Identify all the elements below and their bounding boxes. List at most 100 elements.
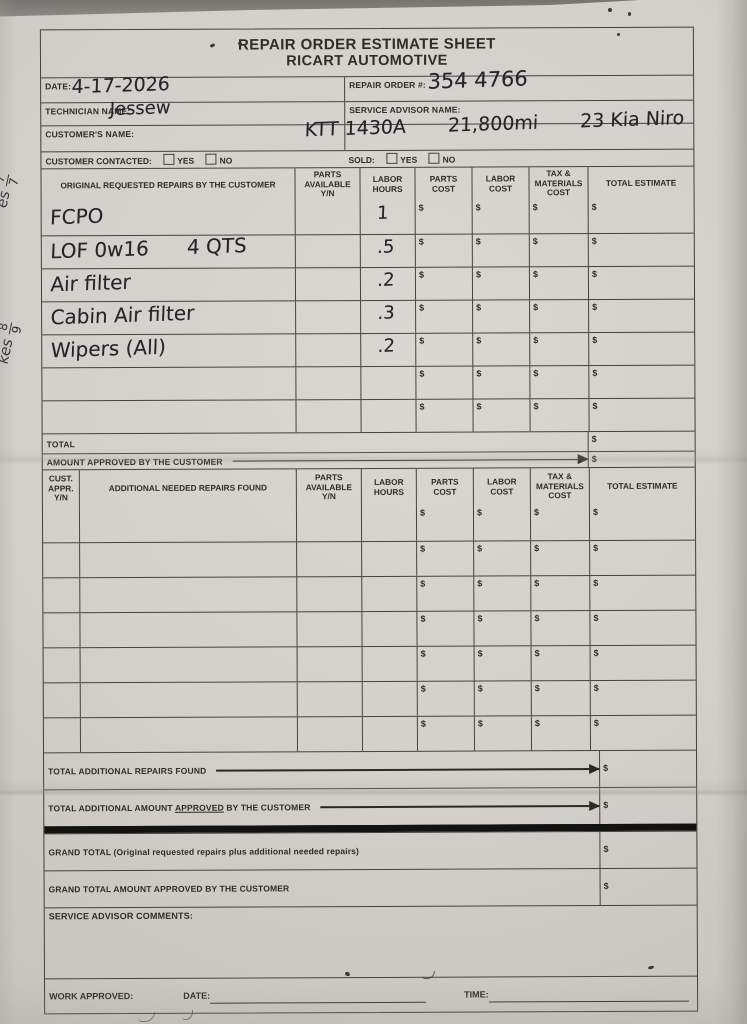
margin-note-tires: es 7 7 bbox=[0, 171, 21, 211]
col-header-description: ORIGINAL REQUESTED REPAIRS BY THE CUSTOM… bbox=[60, 179, 276, 191]
additional-repair-row: $ $ $ $ bbox=[43, 504, 696, 543]
amount-approved-label: AMOUNT APPROVED BY THE CUSTOMER bbox=[46, 456, 223, 467]
total-additional-label-cell: TOTAL ADDITIONAL REPAIRS FOUND bbox=[44, 764, 600, 777]
original-repair-row: LOF 0w16 4 QTS .5 $ $ $ $ bbox=[41, 232, 694, 269]
ink-speck bbox=[238, 42, 242, 45]
tax-materials-cell: $ bbox=[530, 611, 590, 646]
total-additional-label: TOTAL ADDITIONAL REPAIRS FOUND bbox=[48, 765, 207, 777]
repair-description-cell: FCPO bbox=[42, 201, 295, 235]
col-header-additional-repairs: ADDITIONAL NEEDED REPAIRS FOUND bbox=[78, 469, 296, 508]
labor-cost-cell: $ bbox=[472, 300, 530, 333]
col-header-labor-cost: LABOR COST bbox=[472, 468, 530, 506]
labor-hours-cell bbox=[361, 646, 417, 682]
tax-materials-cell: $ bbox=[528, 267, 589, 300]
margin-note-fraction: 7 7 bbox=[0, 171, 21, 189]
margin-note-fraction: 8 9 bbox=[0, 319, 24, 337]
additional-repair-row: $ $ $ $ bbox=[43, 679, 696, 718]
labor-hours-cell: .2 bbox=[359, 267, 416, 301]
total-estimate-cell: $ bbox=[587, 233, 694, 267]
grand-total-approved-label: GRAND TOTAL AMOUNT APPROVED BY THE CUSTO… bbox=[48, 883, 290, 895]
additional-repair-row: $ $ $ $ bbox=[43, 644, 696, 683]
labor-cost-cell: $ bbox=[473, 541, 531, 576]
dollar-sign: $ bbox=[534, 683, 540, 694]
technician-label: TECHNICIAN NAME: bbox=[45, 106, 131, 117]
repair-description-handwritten: Air filter bbox=[50, 269, 132, 297]
repair-description-cell bbox=[79, 682, 297, 718]
arrow-to-amount bbox=[216, 768, 600, 772]
col-header-parts-available: PARTS AVAILABLE Y/N bbox=[294, 168, 360, 202]
dollar-sign: $ bbox=[603, 880, 609, 891]
labor-hours-cell bbox=[361, 716, 418, 752]
grand-total-label: GRAND TOTAL (Original requested repairs … bbox=[48, 846, 360, 858]
labor-hours-cell bbox=[361, 576, 417, 612]
dollar-sign: $ bbox=[477, 683, 483, 694]
paper-edge-shading bbox=[716, 0, 747, 1024]
dollar-sign: $ bbox=[420, 613, 426, 624]
photo-background-edge bbox=[0, 0, 640, 17]
customer-approval-cell bbox=[44, 718, 80, 752]
repair-order-estimate-form: REPAIR ORDER ESTIMATE SHEET RICART AUTOM… bbox=[39, 26, 699, 1015]
paper-edge-shading bbox=[0, 0, 16, 1024]
dollar-sign: $ bbox=[534, 578, 540, 589]
dollar-sign: $ bbox=[534, 718, 540, 729]
customer-name-row: CUSTOMER'S NAME: KTT 1430A 21,800mi 23 K… bbox=[41, 107, 694, 152]
labor-hours-cell bbox=[361, 681, 417, 717]
labor-cost-cell: $ bbox=[473, 681, 531, 716]
dollar-sign: $ bbox=[476, 401, 482, 412]
tax-materials-cell: $ bbox=[530, 576, 590, 611]
dollar-sign: $ bbox=[533, 335, 539, 346]
labor-hours-cell: .2 bbox=[360, 333, 416, 367]
parts-available-cell bbox=[294, 201, 360, 235]
repair-description-cell bbox=[42, 400, 295, 433]
dollar-sign: $ bbox=[420, 543, 426, 554]
service-advisor-comments-label: SERVICE ADVISOR COMMENTS: bbox=[48, 910, 194, 922]
total-estimate-cell: $ bbox=[588, 504, 696, 541]
customer-approval-cell bbox=[43, 543, 79, 577]
total-estimate-cell: $ bbox=[589, 540, 696, 576]
parts-available-cell bbox=[296, 542, 362, 577]
total-amount-cell: $ bbox=[587, 431, 695, 452]
dollar-sign: $ bbox=[533, 507, 540, 518]
tax-materials-cell: $ bbox=[530, 716, 591, 751]
labor-hours-cell: 1 bbox=[359, 200, 415, 235]
labor-hours-handwritten: .2 bbox=[377, 335, 396, 357]
labor-hours-cell bbox=[360, 505, 417, 542]
parts-cost-cell: $ bbox=[415, 366, 473, 399]
dollar-sign: $ bbox=[477, 543, 483, 554]
dollar-sign: $ bbox=[418, 236, 424, 247]
total-estimate-cell: $ bbox=[589, 680, 696, 716]
dollar-sign: $ bbox=[419, 401, 425, 412]
total-estimate-cell: $ bbox=[588, 365, 695, 399]
amount-approved-cell: $ bbox=[587, 451, 695, 468]
parts-available-cell bbox=[295, 334, 361, 367]
tax-materials-cell: $ bbox=[530, 541, 590, 576]
additional-repairs-table-header: CUST. APPR. Y/N ADDITIONAL NEEDED REPAIR… bbox=[42, 466, 695, 508]
ink-speck bbox=[628, 12, 631, 16]
dollar-sign: $ bbox=[591, 202, 597, 213]
service-advisor-comments-box: SERVICE ADVISOR COMMENTS: bbox=[44, 904, 697, 979]
dollar-sign: $ bbox=[476, 368, 482, 379]
customer-name-field: CUSTOMER'S NAME: bbox=[41, 125, 344, 151]
dollar-sign: $ bbox=[593, 717, 599, 729]
sold-group: SOLD: YES NO bbox=[344, 151, 455, 165]
labor-hours-cell bbox=[361, 541, 417, 577]
col-header-tax-materials: TAX & MATERIALS COST bbox=[529, 468, 589, 506]
col-header-cust-appr: CUST. APPR. Y/N bbox=[48, 473, 74, 503]
dollar-sign: $ bbox=[475, 269, 481, 280]
customer-approval-cell bbox=[44, 648, 80, 682]
form-title: REPAIR ORDER ESTIMATE SHEET bbox=[237, 35, 496, 54]
labor-cost-cell: $ bbox=[473, 576, 531, 611]
total-additional-approved-label: TOTAL ADDITIONAL AMOUNT APPROVED BY THE … bbox=[48, 802, 311, 814]
repair-description-cell bbox=[79, 647, 297, 683]
parts-available-cell bbox=[294, 235, 360, 268]
dollar-sign: $ bbox=[420, 648, 426, 659]
dollar-sign: $ bbox=[593, 682, 599, 694]
col-header-parts-cost: PARTS COST bbox=[414, 167, 472, 201]
customer-approval-cell bbox=[43, 613, 79, 647]
total-additional-repairs-row: TOTAL ADDITIONAL REPAIRS FOUND $ bbox=[44, 749, 697, 790]
margin-note-word: es bbox=[0, 188, 14, 211]
col-header-labor-hours: LABOR HOURS bbox=[360, 468, 416, 507]
arrow-to-amount bbox=[232, 458, 588, 462]
parts-available-cell bbox=[296, 682, 362, 717]
labor-hours-cell bbox=[360, 366, 416, 400]
